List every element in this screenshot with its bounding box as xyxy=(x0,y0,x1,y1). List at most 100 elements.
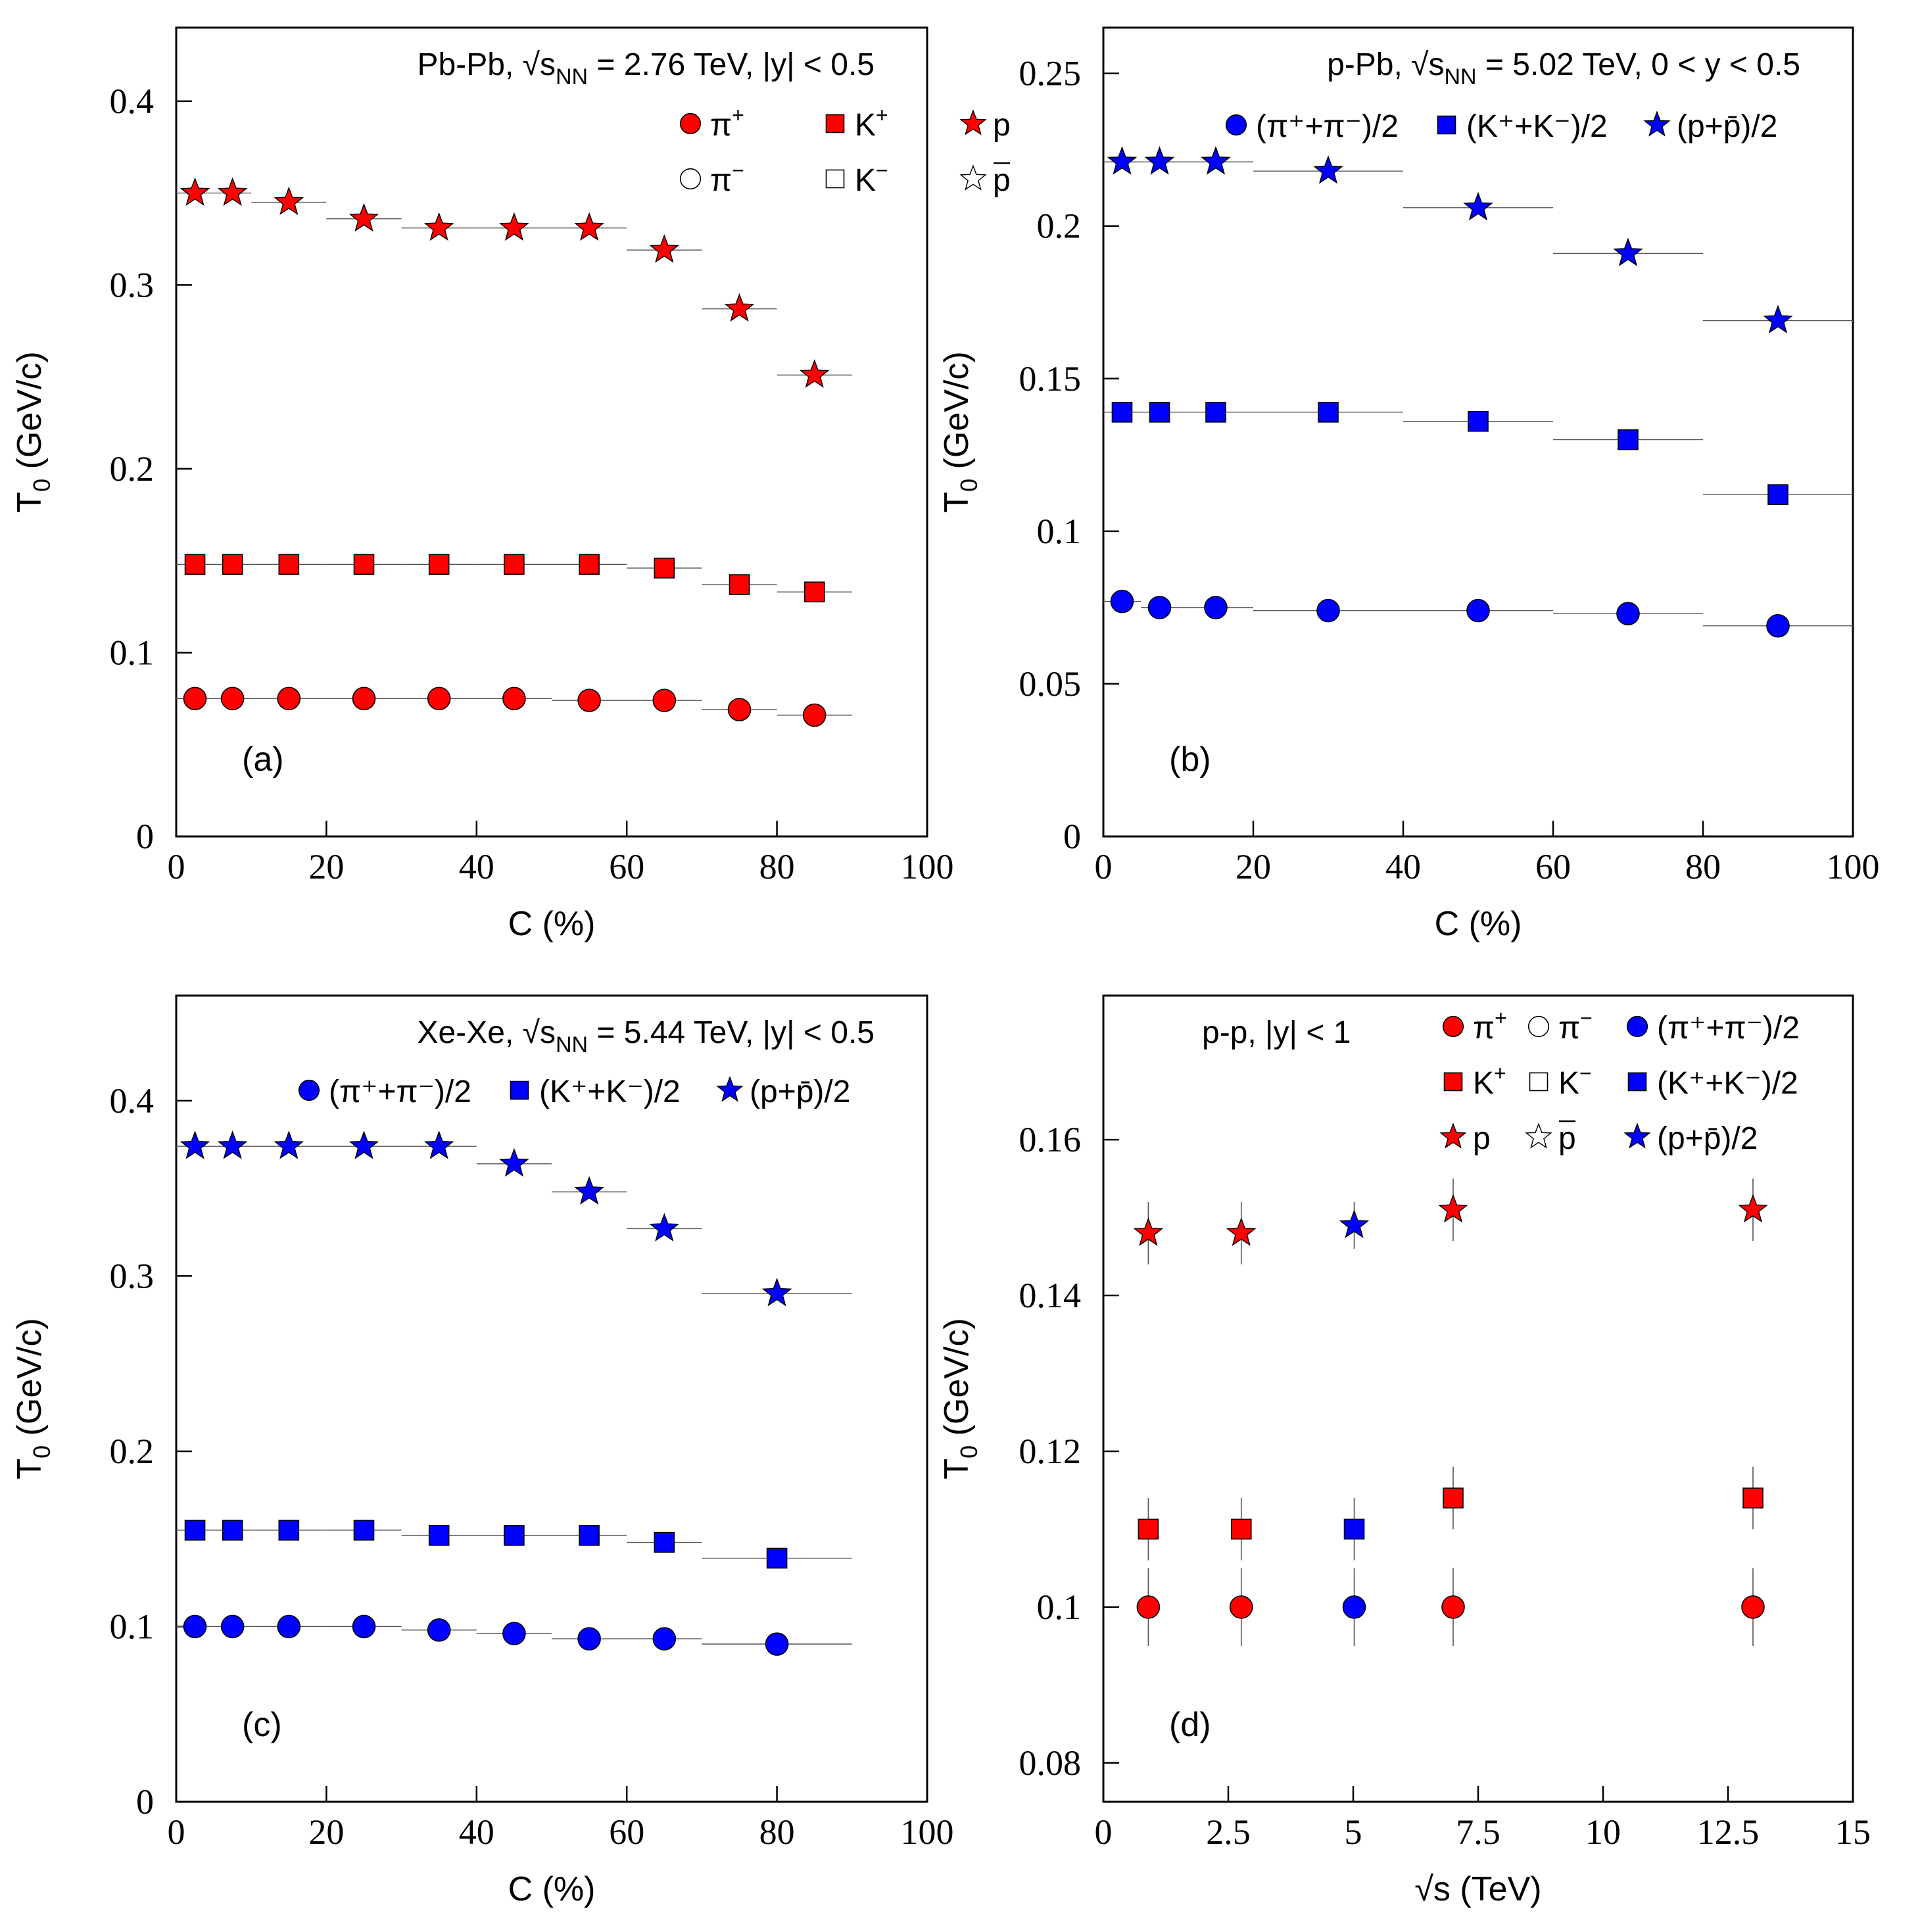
data-point xyxy=(1230,1518,1252,1540)
legend-marker xyxy=(1437,115,1456,135)
x-tick-label: 40 xyxy=(459,847,494,886)
data-point xyxy=(1441,1595,1465,1619)
data-point xyxy=(1318,402,1339,423)
series xyxy=(1342,1568,1366,1647)
data-point xyxy=(1144,146,1175,175)
legend-marker xyxy=(825,169,845,189)
data-point xyxy=(1147,596,1172,619)
x-tick-label: 80 xyxy=(1685,847,1721,886)
x-tick-label: 80 xyxy=(759,1812,795,1852)
data-point xyxy=(1205,402,1226,423)
legend-marker xyxy=(1225,114,1247,136)
data-point xyxy=(766,1547,788,1569)
legend-marker xyxy=(1627,1072,1647,1092)
y-tick-label: 0.16 xyxy=(1019,1120,1082,1159)
series xyxy=(176,177,852,388)
x-tick-label: 10 xyxy=(1585,1812,1621,1852)
data-point xyxy=(183,1614,207,1639)
data-point xyxy=(1316,598,1340,623)
legend-label: π− xyxy=(1558,1006,1593,1046)
legend-label: π− xyxy=(710,158,744,198)
data-point xyxy=(502,1622,526,1645)
data-point xyxy=(1107,146,1138,175)
data-point xyxy=(428,1525,450,1546)
data-point xyxy=(222,554,243,575)
legend-item: π+ xyxy=(679,103,744,143)
data-point xyxy=(652,1627,677,1651)
panel-a: 0 20 40 60 80 100 0 0.1 0.2 0.3 0.4 C (%) T0 (GeV/c)… xyxy=(11,26,1011,943)
legend-marker xyxy=(1442,1015,1464,1038)
data-point xyxy=(729,574,750,595)
plot-frame xyxy=(175,994,928,1803)
legend-marker xyxy=(716,1076,744,1102)
data-point xyxy=(1313,155,1343,184)
x-tick-label: 60 xyxy=(609,847,644,886)
legend-item: p xyxy=(1439,1121,1491,1156)
data-point xyxy=(579,1525,600,1546)
legend-marker xyxy=(1525,1123,1552,1149)
data-point xyxy=(504,1525,525,1546)
series xyxy=(176,687,852,727)
data-point xyxy=(724,293,755,322)
data-point xyxy=(277,1614,301,1639)
x-tick-label: 15 xyxy=(1835,1812,1871,1852)
data-point xyxy=(1229,1595,1253,1619)
data-point xyxy=(1226,1217,1257,1246)
legend-item: π− xyxy=(679,158,744,198)
legend-label: K+ xyxy=(1473,1061,1506,1101)
series xyxy=(1138,1466,1764,1560)
y-axis-label: T0 (GeV/c) xyxy=(11,1318,55,1479)
legend-item: K+ xyxy=(1443,1061,1506,1101)
data-point xyxy=(765,1632,789,1656)
data-point xyxy=(222,1520,243,1541)
data-point xyxy=(1149,402,1170,423)
data-point xyxy=(1463,191,1493,221)
annotation: Pb-Pb, √sNN = 2.76 TeV, |y| < 0.5 xyxy=(418,47,875,89)
data-point xyxy=(423,1130,454,1159)
series xyxy=(176,1614,852,1656)
y-tick-label: 0 xyxy=(1063,817,1081,856)
data-point xyxy=(220,1614,245,1639)
x-tick-label: 40 xyxy=(459,1812,494,1852)
legend-label: K− xyxy=(1558,1061,1592,1101)
y-tick-label: 0.4 xyxy=(110,1081,155,1121)
data-point xyxy=(1466,598,1490,623)
data-point xyxy=(353,554,375,575)
data-point xyxy=(1443,1487,1464,1509)
x-axis-label: √s (TeV) xyxy=(1414,1870,1541,1908)
data-point xyxy=(654,558,675,579)
data-point xyxy=(649,234,680,263)
legend-item: (K⁺+K⁻)/2 xyxy=(1437,109,1608,144)
data-point xyxy=(574,212,604,241)
series xyxy=(1103,589,1853,638)
legend-label: π+ xyxy=(1473,1006,1507,1046)
data-point xyxy=(217,1130,248,1159)
data-point xyxy=(184,554,206,575)
panel-label: (a) xyxy=(242,740,284,779)
legend-label: p xyxy=(993,163,1011,198)
x-tick-label: 100 xyxy=(1827,847,1880,886)
x-tick-label: 5 xyxy=(1345,1812,1362,1852)
y-tick-label: 0.12 xyxy=(1019,1432,1082,1471)
legend-item: (π⁺+π⁻)/2 xyxy=(298,1075,471,1109)
legend-marker xyxy=(679,112,702,135)
y-tick-label: 0.05 xyxy=(1019,664,1082,704)
legend-label: (K⁺+K⁻)/2 xyxy=(1466,109,1608,144)
data-point xyxy=(423,212,454,241)
legend-label: (π⁺+π⁻)/2 xyxy=(1256,109,1399,144)
legend-marker xyxy=(1529,1072,1548,1092)
data-point xyxy=(1766,614,1790,638)
x-axis-label: C (%) xyxy=(1435,905,1522,943)
legend-marker xyxy=(1623,1123,1651,1149)
x-tick-label: 60 xyxy=(1535,847,1571,886)
legend-label: (π⁺+π⁻)/2 xyxy=(1657,1011,1800,1046)
x-tick-label: 7.5 xyxy=(1456,1812,1500,1852)
data-point xyxy=(278,1520,300,1541)
data-point xyxy=(802,703,827,727)
data-point xyxy=(579,554,600,575)
data-point xyxy=(652,688,677,712)
data-point xyxy=(428,554,450,575)
y-tick-label: 0 xyxy=(136,1782,154,1822)
data-point xyxy=(1339,1209,1370,1238)
y-tick-label: 0.4 xyxy=(110,82,155,121)
